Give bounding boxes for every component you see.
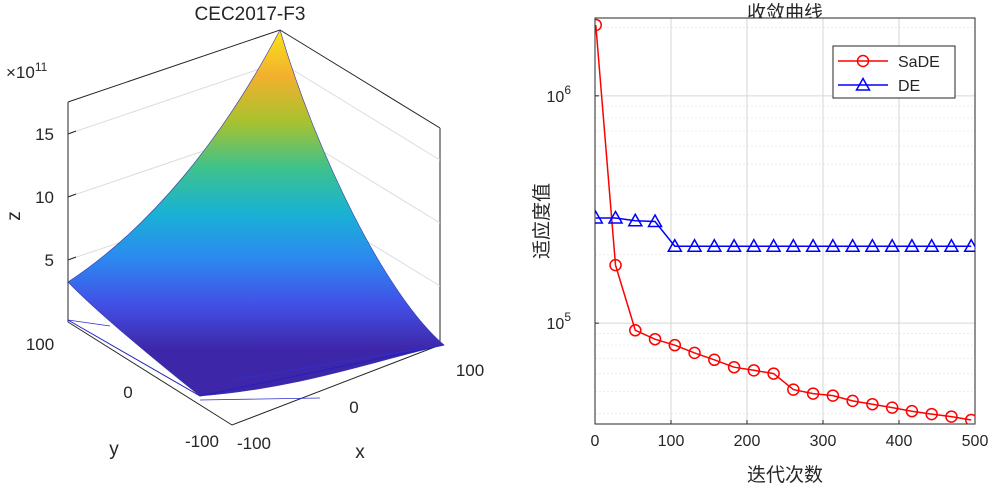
- y-tick-exponent: 6: [564, 83, 571, 97]
- x-ticks: -100 0 100: [237, 361, 484, 453]
- point-sade: [964, 413, 975, 424]
- series-line-sade: [595, 24, 972, 421]
- point-de: [746, 238, 762, 252]
- surface-chart: CEC2017-F3 5 10 15: [4, 4, 484, 463]
- point-sade: [708, 353, 721, 367]
- point-sade: [747, 364, 761, 377]
- point-de: [844, 238, 861, 252]
- y-tick-exponent: 5: [564, 310, 571, 324]
- y-tick-label: 100: [26, 335, 54, 354]
- point-sade: [648, 332, 662, 346]
- point-de: [904, 238, 920, 252]
- legend-label-de: DE: [898, 78, 920, 95]
- point-sade: [826, 389, 840, 402]
- x-tick-label: 300: [810, 433, 837, 450]
- point-de: [805, 238, 821, 252]
- point-de: [825, 238, 841, 252]
- point-sade: [629, 324, 642, 337]
- z-tick-mark-5: [67, 256, 77, 261]
- z-tick-label: 10: [35, 188, 54, 207]
- point-de: [595, 210, 604, 224]
- point-sade: [925, 407, 938, 421]
- gridline-z15-right: [279, 61, 441, 161]
- point-de: [706, 238, 723, 252]
- point-sade: [905, 404, 919, 418]
- x-tick-label: 0: [591, 433, 600, 450]
- surface-bottom-edge: [67, 319, 445, 397]
- legend-marker-sade: [856, 54, 870, 68]
- point-sade: [668, 338, 682, 352]
- z-ticks: 5 10 15: [35, 125, 77, 270]
- x-tick-label: 400: [886, 433, 913, 450]
- legend: SaDE DE: [832, 45, 956, 99]
- z-axis-label: z: [4, 211, 25, 221]
- point-sade: [767, 367, 780, 380]
- point-sade: [688, 346, 701, 360]
- surface-mesh: [67, 29, 445, 397]
- point-de: [963, 238, 975, 252]
- point-sade: [866, 397, 879, 411]
- x-tick-label: 0: [349, 398, 358, 417]
- z-tick-mark-15: [67, 130, 77, 135]
- point-de: [923, 238, 940, 252]
- point-sade: [609, 258, 622, 272]
- legend-label-sade: SaDE: [898, 54, 940, 71]
- point-de: [765, 238, 782, 252]
- point-de: [627, 212, 644, 227]
- point-sade: [727, 360, 741, 374]
- y-tick-label: -100: [185, 432, 219, 451]
- z-multiplier-exponent: 11: [35, 60, 48, 74]
- convergence-y-axis-label: 适应度值: [531, 183, 553, 259]
- point-de: [943, 238, 960, 252]
- x-tick-label: 100: [456, 361, 484, 380]
- z-tick-label: 5: [45, 251, 54, 270]
- legend-marker-de: [855, 76, 871, 91]
- y-tick-label: 106: [547, 83, 572, 106]
- surface-title: CEC2017-F3: [195, 4, 306, 25]
- point-de: [686, 238, 703, 252]
- gridline-z15-left: [67, 61, 281, 135]
- point-sade: [846, 394, 859, 408]
- plot-frame: [594, 17, 976, 425]
- x-tick-label: -100: [237, 434, 271, 453]
- convergence-x-axis-label: 迭代次数: [747, 464, 823, 486]
- legend-box: [832, 45, 956, 99]
- point-sade: [806, 387, 820, 400]
- series-layer: [595, 18, 975, 424]
- z-multiplier-base: ×10: [6, 63, 35, 82]
- z-tick-label: 15: [35, 125, 54, 144]
- point-de: [726, 238, 742, 252]
- point-de: [884, 238, 900, 252]
- x-tick-label: 500: [962, 433, 989, 450]
- y-ticks: 100 0 -100: [26, 335, 219, 451]
- point-de: [607, 210, 624, 224]
- z-tick-mark-10: [67, 193, 77, 198]
- x-tick-label: 200: [734, 433, 761, 450]
- z-multiplier: ×1011: [6, 60, 48, 82]
- x-tick-label: 100: [658, 433, 685, 450]
- point-de: [667, 238, 683, 252]
- y-tick-base: 10: [547, 89, 565, 106]
- point-sade: [945, 410, 958, 423]
- point-sade: [885, 401, 899, 414]
- y-tick-base: 10: [547, 316, 565, 333]
- point-de: [785, 238, 802, 252]
- y-tick-label: 0: [123, 383, 132, 402]
- point-sade: [787, 383, 800, 396]
- y-axis-label: y: [109, 439, 119, 460]
- x-tick-layer: 0 100 200 300 400 500: [591, 420, 989, 450]
- y-tick-label: 105: [547, 310, 572, 333]
- point-de: [647, 213, 663, 228]
- point-sade: [595, 18, 603, 32]
- box-front-bottom: [67, 321, 441, 426]
- contour-lines: [67, 319, 445, 401]
- point-de: [864, 238, 881, 252]
- x-axis-label: x: [355, 442, 365, 463]
